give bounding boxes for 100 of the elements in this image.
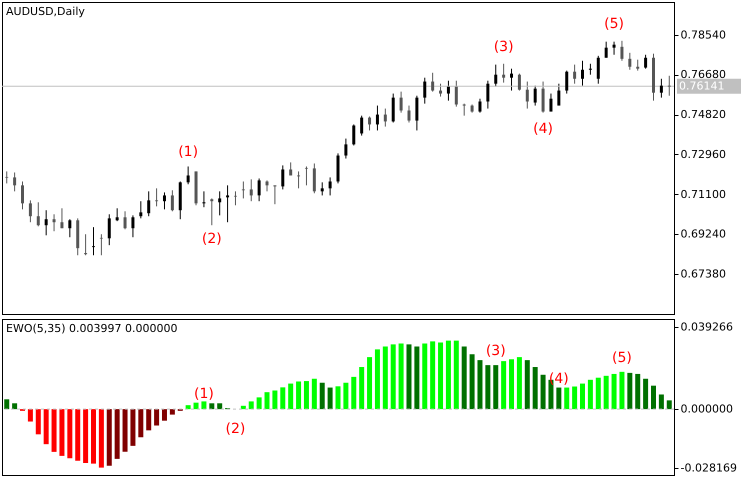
- candlestick: [5, 170, 8, 184]
- candlestick: [478, 98, 482, 114]
- candlestick: [612, 41, 616, 56]
- candlestick: [147, 190, 150, 217]
- candlestick: [21, 180, 24, 210]
- candlestick: [250, 178, 253, 202]
- candlestick: [502, 63, 506, 84]
- bar: [264, 392, 270, 410]
- candlestick: [494, 64, 498, 88]
- bar: [114, 409, 120, 459]
- candlestick: [596, 55, 600, 84]
- bar: [4, 399, 10, 410]
- bar: [493, 365, 498, 410]
- bar: [217, 403, 222, 410]
- y-tick-label: 0.76680: [680, 68, 726, 82]
- candlestick: [218, 190, 222, 216]
- candlestick: [36, 202, 40, 227]
- candlestick: [352, 124, 356, 146]
- candlestick: [510, 68, 514, 92]
- annotation: (5): [612, 350, 632, 366]
- candlestick: [108, 214, 111, 246]
- candlestick: [557, 83, 560, 106]
- bar: [186, 405, 191, 410]
- candlestick: [400, 91, 403, 114]
- candlestick: [604, 41, 608, 58]
- candlestick: [44, 210, 48, 236]
- candlestick: [454, 80, 458, 108]
- candlestick: [60, 208, 64, 229]
- candlestick: [68, 218, 72, 238]
- candlestick: [526, 81, 529, 110]
- candlestick: [644, 54, 648, 70]
- bar: [52, 409, 57, 452]
- bar: [146, 409, 152, 430]
- annotation: (4): [548, 371, 569, 387]
- bar: [28, 409, 33, 422]
- candlestick: [13, 172, 16, 192]
- candlestick: [407, 105, 410, 124]
- bar: [130, 409, 136, 446]
- candlestick: [289, 162, 292, 176]
- candlestick: [573, 64, 576, 84]
- bar: [154, 409, 160, 426]
- candlestick: [100, 234, 103, 256]
- bar: [666, 400, 672, 410]
- bar: [256, 397, 262, 410]
- candlestick: [431, 72, 434, 92]
- candlestick: [439, 83, 442, 98]
- bar: [98, 409, 104, 468]
- annotation: (3): [494, 39, 514, 55]
- bar: [406, 344, 412, 410]
- bar: [509, 359, 514, 410]
- y-tick-label: 0.74820: [680, 108, 726, 122]
- annotation: (5): [604, 16, 624, 32]
- candlestick: [170, 190, 174, 212]
- bar: [501, 361, 506, 410]
- bar: [162, 409, 167, 421]
- annotation: (1): [194, 386, 214, 402]
- bar: [564, 388, 570, 410]
- bar: [122, 409, 128, 452]
- y-tick-label: 0.78540: [680, 28, 726, 42]
- bar: [336, 386, 340, 410]
- candlestick: [266, 180, 269, 192]
- bar: [44, 409, 49, 444]
- bar: [90, 409, 96, 464]
- bar: [516, 357, 522, 410]
- candlestick: [131, 214, 134, 238]
- candlestick: [486, 80, 490, 110]
- candlestick: [116, 208, 119, 222]
- bar: [485, 365, 490, 410]
- bar: [296, 381, 302, 410]
- candlestick: [92, 226, 95, 256]
- annotation: (2): [226, 421, 246, 437]
- bar: [524, 360, 530, 410]
- candlestick: [588, 63, 592, 76]
- bar: [650, 386, 656, 410]
- bar: [398, 344, 404, 410]
- ref-line-label: 0.76141: [679, 79, 724, 92]
- candlestick: [162, 192, 166, 210]
- candlestick: [628, 52, 632, 70]
- candlestick: [376, 105, 379, 131]
- bar: [596, 378, 601, 410]
- annotation: (2): [202, 231, 222, 247]
- bar: [280, 387, 286, 410]
- bar: [414, 346, 420, 410]
- candlestick: [52, 214, 56, 232]
- candlestick: [28, 200, 32, 223]
- candlestick: [368, 116, 372, 131]
- bar: [367, 357, 372, 410]
- bar: [36, 409, 41, 434]
- bar: [658, 394, 664, 410]
- y-tick-label: 0.039266: [680, 320, 733, 334]
- bar: [209, 403, 214, 410]
- bar: [67, 409, 72, 458]
- bar: [374, 349, 380, 410]
- candlestick: [186, 166, 190, 185]
- chart-title: AUDUSD,Daily: [6, 5, 86, 18]
- bar: [170, 409, 175, 415]
- bar: [540, 374, 546, 410]
- bar: [556, 388, 562, 410]
- candlestick: [565, 70, 568, 94]
- bar: [612, 374, 617, 410]
